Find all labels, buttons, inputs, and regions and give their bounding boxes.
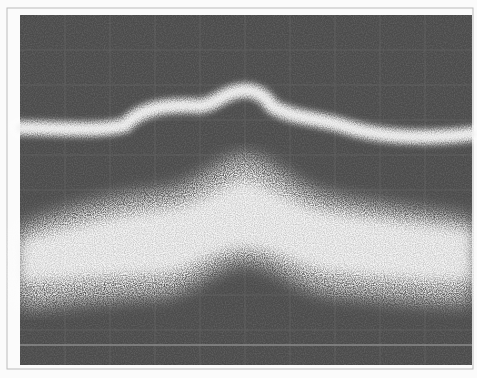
noise-cloud-core <box>20 180 472 282</box>
upper-trace-core <box>15 86 477 142</box>
frame <box>6 7 474 370</box>
